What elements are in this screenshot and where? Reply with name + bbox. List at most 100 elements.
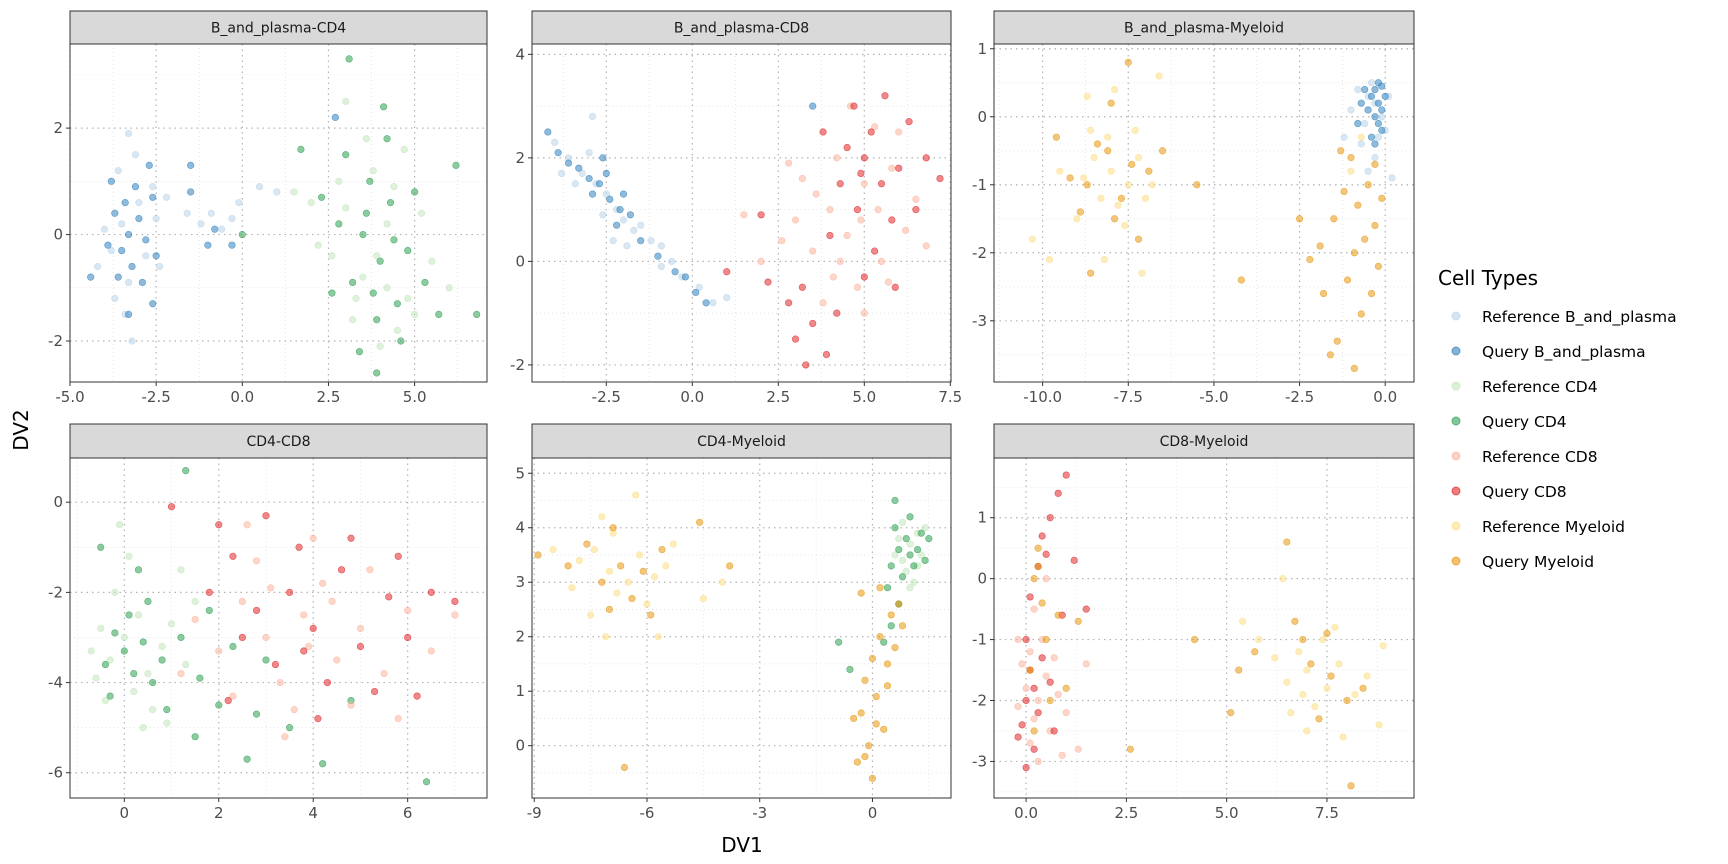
data-point-reference-cd4 — [400, 145, 408, 153]
data-point-query-myeloid — [861, 676, 869, 684]
data-point-reference-b-and-plasma — [623, 242, 631, 250]
data-point-query-b-and-plasma — [1371, 85, 1379, 94]
data-point-reference-cd4 — [906, 584, 914, 592]
data-point-query-cd4 — [422, 778, 431, 786]
legend-key-dot — [1451, 311, 1461, 321]
data-point-reference-b-and-plasma — [619, 216, 628, 224]
y-tick-label: 4 — [515, 519, 525, 537]
data-point-query-b-and-plasma — [564, 159, 573, 167]
data-point-query-cd8 — [1070, 556, 1078, 564]
data-point-reference-cd8 — [243, 521, 251, 529]
x-tick-label: -3 — [752, 804, 767, 822]
data-point-reference-b-and-plasma — [657, 262, 665, 271]
data-point-query-cd8 — [413, 692, 421, 700]
x-tick-label: 5.0 — [403, 388, 427, 406]
data-point-query-b-and-plasma — [114, 273, 122, 281]
data-point-query-b-and-plasma — [702, 299, 710, 307]
data-point-query-cd4 — [880, 638, 888, 646]
data-point-query-cd8 — [1030, 684, 1038, 692]
data-point-reference-b-and-plasma — [135, 199, 143, 207]
data-point-query-cd8 — [371, 687, 379, 696]
data-point-reference-b-and-plasma — [100, 225, 109, 233]
data-point-reference-b-and-plasma — [647, 237, 655, 245]
data-point-reference-cd8 — [328, 597, 336, 605]
data-point-query-cd4 — [411, 188, 419, 196]
data-point-query-myeloid — [895, 600, 903, 608]
data-point-query-b-and-plasma — [124, 230, 133, 239]
data-point-reference-cd4 — [87, 647, 95, 655]
data-point-reference-cd8 — [347, 701, 355, 709]
y-tick-label: 1 — [977, 509, 987, 527]
data-point-reference-b-and-plasma — [1340, 133, 1348, 141]
data-point-reference-b-and-plasma — [551, 138, 559, 146]
data-point-reference-cd8 — [888, 164, 896, 172]
data-point-reference-myeloid — [1255, 635, 1263, 644]
data-point-query-cd4 — [393, 300, 401, 308]
facet-title: B_and_plasma-Myeloid — [1124, 21, 1284, 37]
data-point-query-myeloid — [1347, 153, 1355, 162]
data-point-query-cd8 — [1046, 678, 1054, 686]
y-tick-label: -4 — [48, 674, 63, 692]
data-point-reference-cd8 — [874, 206, 882, 214]
data-point-reference-cd4 — [417, 209, 426, 217]
data-point-query-b-and-plasma — [602, 169, 610, 178]
data-point-query-cd4 — [215, 701, 223, 709]
data-point-reference-b-and-plasma — [107, 246, 115, 255]
data-point-reference-cd8 — [785, 159, 793, 167]
data-point-query-cd4 — [317, 193, 326, 201]
data-point-reference-cd8 — [1050, 654, 1058, 662]
data-point-reference-b-and-plasma — [156, 262, 164, 271]
data-point-query-myeloid — [726, 562, 734, 570]
data-point-reference-cd8 — [860, 180, 868, 188]
data-point-query-b-and-plasma — [1381, 92, 1389, 100]
data-point-query-cd4 — [383, 135, 391, 143]
data-point-reference-cd8 — [860, 309, 868, 317]
data-point-query-cd8 — [1022, 635, 1030, 644]
data-point-reference-cd4 — [910, 578, 918, 586]
data-point-query-myeloid — [853, 758, 862, 766]
data-point-reference-b-and-plasma — [197, 220, 205, 228]
data-point-query-cd4 — [380, 103, 388, 111]
points — [1014, 471, 1387, 790]
data-point-query-myeloid — [1364, 181, 1372, 189]
data-point-query-cd4 — [386, 199, 395, 207]
data-point-query-cd4 — [404, 246, 412, 255]
data-point-query-b-and-plasma — [606, 195, 614, 203]
data-point-reference-b-and-plasma — [557, 169, 566, 178]
data-point-query-cd8 — [723, 268, 731, 276]
data-point-reference-b-and-plasma — [114, 167, 122, 175]
legend-item: Reference B_and_plasma — [1451, 308, 1677, 327]
data-point-reference-b-and-plasma — [228, 214, 236, 223]
data-point-reference-b-and-plasma — [124, 278, 133, 287]
data-point-reference-myeloid — [1295, 648, 1303, 656]
data-point-reference-myeloid — [1087, 126, 1095, 134]
data-point-reference-cd4 — [898, 556, 907, 565]
data-point-query-b-and-plasma — [637, 237, 645, 245]
data-point-reference-b-and-plasma — [571, 180, 579, 188]
data-point-reference-cd8 — [884, 278, 892, 286]
data-point-query-cd4 — [355, 348, 364, 356]
y-tick-label: 0 — [53, 226, 63, 244]
data-point-query-cd8 — [215, 521, 223, 529]
data-point-query-cd8 — [764, 278, 772, 286]
data-point-reference-cd4 — [359, 273, 367, 281]
data-point-query-cd4 — [902, 535, 910, 543]
facet-panels: -5.0 -2.5 0.0 2.5 5.0 -2 0 2 B_and_plasma-CD4 -2.… — [48, 10, 1415, 822]
y-tick-label: -2 — [510, 356, 525, 374]
data-point-query-myeloid — [887, 611, 895, 619]
data-point-query-myeloid — [1306, 255, 1314, 264]
data-point-query-cd4 — [373, 369, 381, 377]
data-point-reference-myeloid — [1311, 703, 1319, 711]
data-point-query-cd8 — [229, 552, 237, 560]
y-tick-label: -6 — [48, 764, 63, 782]
facet-panel: -5.0 -2.5 0.0 2.5 5.0 -2 0 2 B_and_plasma-CD4 — [48, 10, 488, 406]
legend-key-dot — [1451, 416, 1461, 426]
data-point-query-b-and-plasma — [145, 161, 153, 169]
data-point-reference-cd4 — [144, 669, 152, 678]
data-point-reference-cd8 — [177, 669, 185, 678]
data-point-reference-b-and-plasma — [588, 112, 597, 121]
data-point-reference-myeloid — [1303, 666, 1311, 674]
panel-background — [70, 458, 487, 798]
data-point-reference-b-and-plasma — [1364, 167, 1372, 175]
data-point-query-cd4 — [205, 606, 213, 615]
